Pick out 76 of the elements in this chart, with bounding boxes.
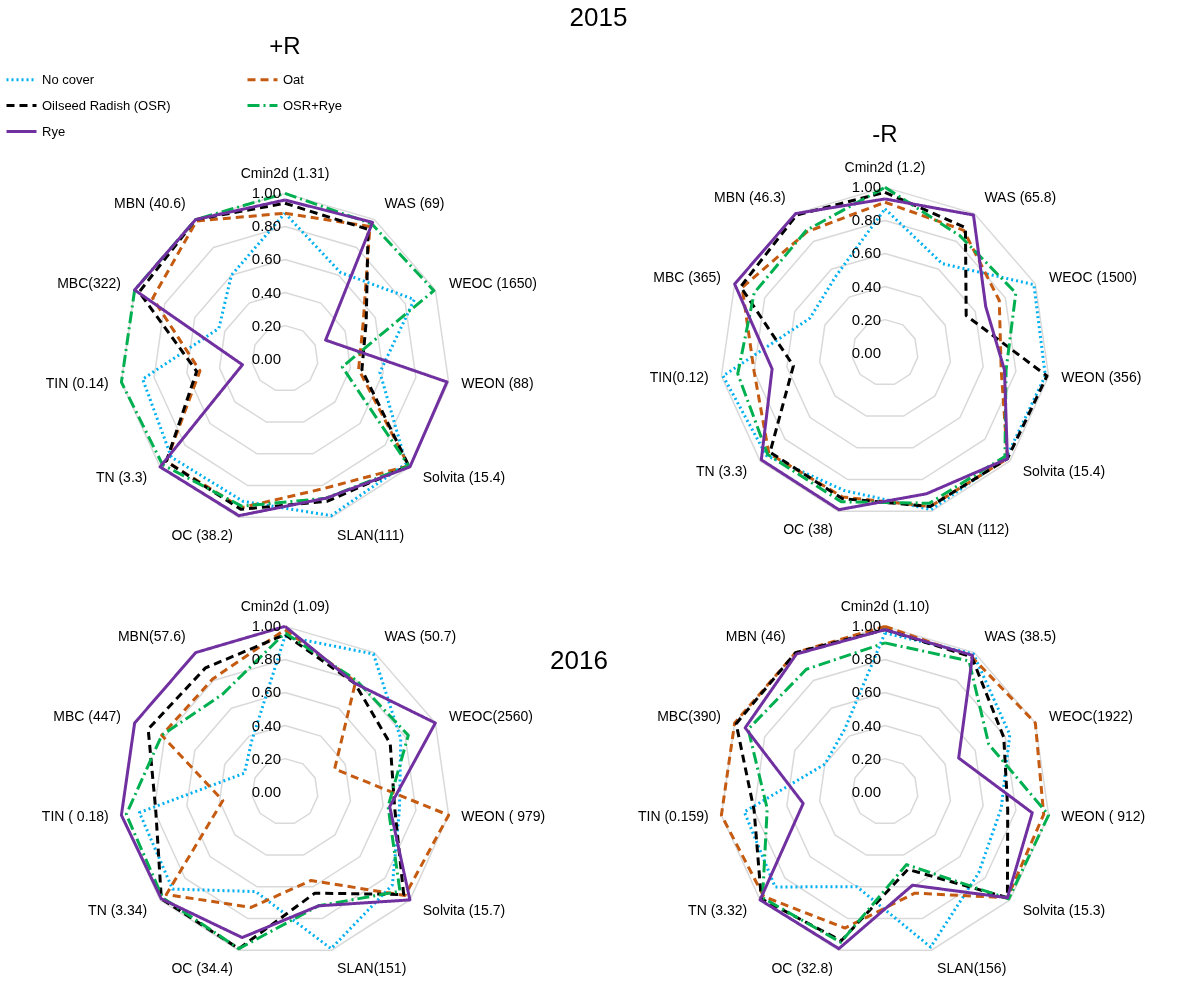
spoke-label: WAS (50.7) xyxy=(384,628,457,645)
y-tick-label: 0.80 xyxy=(851,211,881,229)
spoke-label: WEOC(1922) xyxy=(1049,707,1134,724)
y-tick-label: 1.00 xyxy=(851,178,881,196)
spoke-label: MBC(390) xyxy=(657,707,721,724)
spoke-label: MBC(322) xyxy=(57,274,121,291)
spoke-label: WEOC(2560) xyxy=(449,707,534,724)
spoke-label: MBC (447) xyxy=(53,707,121,724)
spoke-label: WEOC (1500) xyxy=(1049,268,1137,285)
spoke-label: SLAN(156) xyxy=(937,959,1007,976)
y-tick-label: 0.80 xyxy=(251,217,281,235)
y-tick-label: 0.40 xyxy=(851,716,881,734)
y-tick-label: 0.20 xyxy=(851,749,881,767)
legend-label: Rye xyxy=(42,123,66,139)
y-tick-label: 0.40 xyxy=(251,283,281,301)
spoke-label: OC (38.2) xyxy=(171,526,233,543)
legend-label: Oilseed Radish (OSR) xyxy=(42,97,171,113)
spoke-label: SLAN (112) xyxy=(937,520,1010,537)
spoke-label: MBN (46) xyxy=(725,628,786,645)
spoke-label: OC (32.8) xyxy=(771,959,833,976)
y-tick-label: 0.20 xyxy=(851,310,881,328)
y-tick-label: 0.60 xyxy=(851,683,881,701)
y-tick-label: 0.80 xyxy=(851,650,881,668)
y-tick-label: 0.00 xyxy=(251,782,281,800)
spoke-label: TN (3.3) xyxy=(95,469,148,486)
spoke-label: WEON (356) xyxy=(1061,368,1142,385)
legend-label: OSR+Rye xyxy=(283,97,342,113)
y-tick-label: 1.00 xyxy=(251,184,281,202)
legend-label: No cover xyxy=(42,71,95,87)
text: 2016 xyxy=(550,645,608,676)
spoke-label: MBN (46.3) xyxy=(714,189,786,206)
y-tick-label: 0.00 xyxy=(851,343,881,361)
legend-label: Oat xyxy=(283,71,305,87)
spoke-label: Solvita (15.4) xyxy=(1022,463,1106,480)
spoke-label: Solvita (15.3) xyxy=(1022,902,1106,919)
y-tick-label: 0.20 xyxy=(251,749,281,767)
spoke-label: MBC (365) xyxy=(653,268,721,285)
spoke-label: TIN (0.14) xyxy=(45,374,109,391)
spoke-label: Solvita (15.7) xyxy=(422,902,506,919)
y-tick-label: 0.40 xyxy=(251,716,281,734)
spoke-label: Cmin2d (1.2) xyxy=(844,158,926,175)
spoke-label: TIN ( 0.18) xyxy=(41,807,109,824)
spoke-label: WEON ( 912) xyxy=(1061,807,1146,824)
spoke-label: TN (3.34) xyxy=(88,902,148,919)
spoke-label: SLAN(151) xyxy=(337,959,407,976)
spoke-label: MBN (40.6) xyxy=(114,195,186,212)
y-tick-label: 1.00 xyxy=(251,617,281,635)
y-tick-label: 0.60 xyxy=(851,244,881,262)
spoke-label: WEON (88) xyxy=(461,374,534,391)
spoke-label: SLAN(111) xyxy=(337,526,405,543)
spoke-label: WAS (38.5) xyxy=(984,628,1057,645)
spoke-label: WAS (69) xyxy=(384,195,445,212)
spoke-label: Cmin2d (1.09) xyxy=(240,597,330,614)
spoke-label: TIN(0.12) xyxy=(649,368,709,385)
y-tick-label: 0.20 xyxy=(251,316,281,334)
spoke-label: MBN(57.6) xyxy=(117,628,186,645)
y-tick-label: 0.00 xyxy=(251,349,281,367)
spoke-label: WEON ( 979) xyxy=(461,807,546,824)
spoke-label: Solvita (15.4) xyxy=(422,469,506,486)
spoke-label: WAS (65.8) xyxy=(984,189,1057,206)
spoke-label: TIN (0.159) xyxy=(637,807,709,824)
y-tick-label: 0.40 xyxy=(851,277,881,295)
chart-title: -R xyxy=(872,120,898,147)
y-tick-label: 0.00 xyxy=(851,782,881,800)
spoke-label: TN (3.3) xyxy=(695,463,748,480)
chart-title: +R xyxy=(269,32,301,59)
spoke-label: OC (38) xyxy=(783,520,833,537)
spoke-label: OC (34.4) xyxy=(171,959,233,976)
spoke-label: Cmin2d (1.10) xyxy=(840,597,930,614)
y-tick-label: 0.60 xyxy=(251,683,281,701)
y-tick-label: 0.60 xyxy=(251,250,281,268)
y-tick-label: 1.00 xyxy=(851,617,881,635)
spoke-label: Cmin2d (1.31) xyxy=(240,164,330,181)
text: 2015 xyxy=(568,2,629,33)
spoke-label: WEOC (1650) xyxy=(449,274,537,291)
spoke-label: TN (3.32) xyxy=(688,902,748,919)
